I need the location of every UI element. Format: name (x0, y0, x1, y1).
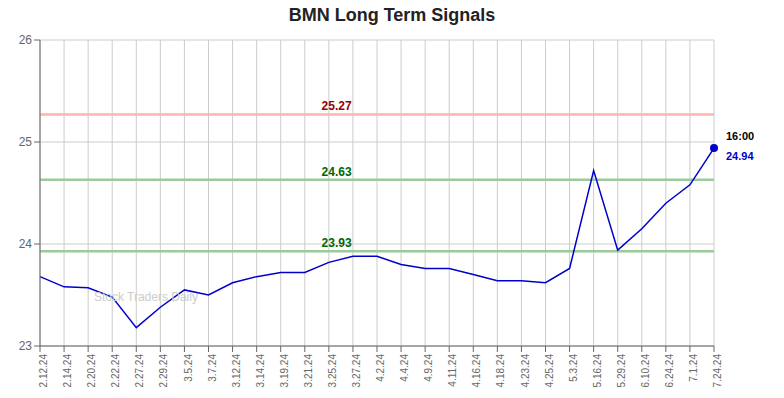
svg-text:6.24.24: 6.24.24 (664, 354, 675, 388)
svg-text:3.5.24: 3.5.24 (183, 354, 194, 382)
svg-text:5.29.24: 5.29.24 (616, 354, 627, 388)
svg-text:2.22.24: 2.22.24 (110, 354, 121, 388)
html-text:Stock Traders Daily: Stock Traders Daily (93, 290, 198, 304)
svg-text:4.11.24: 4.11.24 (447, 354, 458, 387)
svg-text:24.63: 24.63 (322, 165, 352, 179)
svg-text:4.23.24: 4.23.24 (520, 354, 531, 388)
svg-text:4.9.24: 4.9.24 (423, 354, 434, 382)
svg-text:5.16.24: 5.16.24 (592, 354, 603, 388)
svg-text:3.21.24: 3.21.24 (303, 354, 314, 388)
svg-text:4.16.24: 4.16.24 (471, 354, 482, 388)
svg-text:4.4.24: 4.4.24 (399, 354, 410, 382)
svg-text:23.93: 23.93 (322, 236, 352, 250)
html-text:BMN Long Term Signals: BMN Long Term Signals (288, 5, 496, 25)
svg-text:26: 26 (19, 33, 33, 47)
svg-text:3.14.24: 3.14.24 (255, 354, 266, 388)
svg-text:16:00: 16:00 (726, 130, 754, 142)
svg-text:25: 25 (19, 135, 33, 149)
svg-text:7.1.24: 7.1.24 (688, 354, 699, 382)
svg-text:25.27: 25.27 (322, 99, 352, 113)
svg-text:6.10.24: 6.10.24 (640, 354, 651, 388)
svg-text:2.27.24: 2.27.24 (134, 354, 145, 388)
svg-text:3.25.24: 3.25.24 (327, 354, 338, 388)
svg-text:7.24.24: 7.24.24 (712, 354, 723, 388)
svg-text:4.25.24: 4.25.24 (544, 354, 555, 388)
svg-text:2.14.24: 2.14.24 (62, 354, 73, 388)
svg-text:4.2.24: 4.2.24 (375, 354, 386, 382)
svg-text:2.29.24: 2.29.24 (158, 354, 169, 388)
svg-text:2.20.24: 2.20.24 (86, 354, 97, 388)
svg-text:2.12.24: 2.12.24 (38, 354, 49, 388)
svg-text:3.27.24: 3.27.24 (351, 354, 362, 388)
svg-text:5.3.24: 5.3.24 (568, 354, 579, 382)
svg-text:3.12.24: 3.12.24 (231, 354, 242, 388)
svg-text:4.18.24: 4.18.24 (495, 354, 506, 388)
svg-text:23: 23 (19, 339, 33, 353)
svg-text:3.7.24: 3.7.24 (207, 354, 218, 382)
svg-text:24: 24 (19, 237, 33, 251)
svg-text:3.19.24: 3.19.24 (279, 354, 290, 388)
svg-text:24.94: 24.94 (726, 150, 754, 162)
